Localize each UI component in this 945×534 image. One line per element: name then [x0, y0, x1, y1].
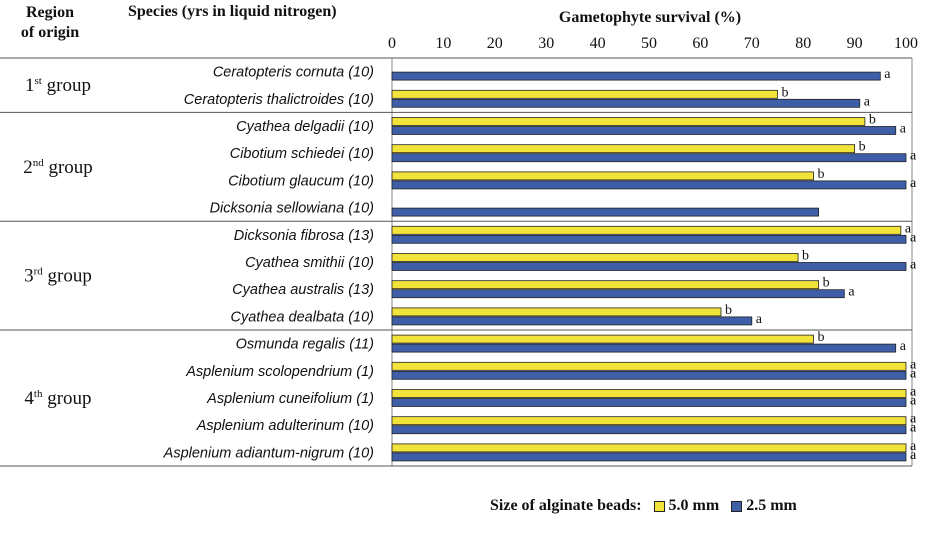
- bar: [391, 389, 907, 398]
- species-label: Cyathea delgadii (10): [236, 119, 374, 135]
- bar: [391, 416, 907, 426]
- x-tick-label: 40: [590, 35, 606, 52]
- bar: [391, 334, 814, 344]
- bar-significance-label: b: [869, 113, 876, 128]
- legend-label-5mm: 5.0 mm: [668, 497, 720, 514]
- bar: [391, 153, 907, 163]
- bar-significance-label: a: [756, 312, 763, 327]
- x-tick-label: 50: [641, 35, 657, 52]
- bar-significance-label: a: [884, 67, 891, 82]
- bar-significance-label: a: [910, 357, 917, 372]
- bar-significance-label: b: [817, 167, 824, 182]
- species-label: Ceratopteris thalictroides (10): [184, 92, 374, 108]
- bar: [391, 289, 845, 299]
- bar-significance-label: a: [910, 176, 917, 191]
- legend-title: Size of alginate beads:: [490, 497, 642, 514]
- bar-significance-label: a: [910, 412, 917, 427]
- bar-significance-label: a: [910, 448, 917, 463]
- bar: [391, 398, 907, 407]
- bar-significance-label: b: [782, 85, 789, 100]
- species-label: Asplenium adiantum-nigrum (10): [163, 445, 374, 461]
- bar-significance-label: a: [905, 221, 912, 236]
- x-tick-label: 30: [538, 35, 554, 52]
- bar: [391, 207, 820, 217]
- x-tick-label: 90: [847, 35, 863, 52]
- bar: [391, 343, 897, 353]
- species-label: Cibotium schiedei (10): [230, 146, 374, 162]
- legend-swatch-5mm: [653, 500, 665, 512]
- legend-swatch-2-5mm: [731, 500, 743, 512]
- bar-significance-label: b: [802, 249, 809, 264]
- x-tick-label: 80: [795, 35, 811, 52]
- bar: [391, 171, 814, 181]
- x-tick-label: 100: [894, 35, 918, 52]
- group-label: 3rd group: [24, 266, 92, 287]
- bar: [391, 89, 778, 99]
- species-label: Dicksonia sellowiana (10): [210, 201, 374, 217]
- bar: [391, 452, 907, 462]
- species-label: Asplenium scolopendrium (1): [185, 364, 374, 380]
- species-label: Asplenium cuneifolium (1): [206, 391, 374, 407]
- species-header: Species (yrs in liquid nitrogen): [128, 3, 337, 20]
- group-label: 4th group: [24, 388, 91, 409]
- bar: [391, 225, 902, 235]
- bar: [391, 117, 866, 126]
- bar: [391, 180, 907, 190]
- bar-significance-label: b: [725, 303, 732, 318]
- bar: [391, 98, 861, 108]
- bar: [391, 316, 753, 326]
- x-tick-label: 0: [388, 35, 396, 52]
- species-label: Osmunda regalis (11): [236, 337, 374, 353]
- chart-title: Gametophyte survival (%): [558, 9, 742, 26]
- x-tick-label: 70: [744, 35, 760, 52]
- bar-significance-label: a: [910, 366, 917, 381]
- legend-label-2-5mm: 2.5 mm: [746, 497, 797, 514]
- bar: [391, 370, 907, 380]
- group-label: 2nd group: [23, 157, 93, 178]
- bar-significance-label: a: [900, 339, 907, 354]
- species-label: Cyathea dealbata (10): [231, 309, 375, 325]
- bar: [391, 307, 722, 317]
- species-label: Asplenium adulterinum (10): [196, 418, 374, 434]
- species-label: Cyathea australis (13): [232, 282, 374, 298]
- species-label: Cibotium glaucum (10): [228, 173, 374, 189]
- bar: [391, 280, 820, 290]
- bar-significance-label: a: [900, 122, 907, 137]
- bar-significance-label: b: [823, 276, 830, 291]
- bar: [391, 71, 881, 81]
- bar-significance-label: a: [848, 285, 855, 300]
- region-header: Region of origin: [0, 3, 100, 43]
- bar-significance-label: a: [910, 439, 917, 454]
- species-label: Cyathea smithii (10): [245, 255, 374, 271]
- species-label: Ceratopteris cornuta (10): [213, 65, 374, 81]
- bar: [391, 144, 856, 154]
- bar: [391, 126, 897, 135]
- region-header-line2: of origin: [20, 24, 80, 41]
- bar-significance-label: b: [817, 330, 824, 345]
- bar-significance-label: a: [910, 385, 917, 400]
- bar-significance-label: a: [864, 94, 871, 109]
- region-header-line1: Region: [26, 4, 74, 21]
- bar-significance-label: b: [859, 140, 866, 155]
- bar: [391, 425, 907, 435]
- bar-significance-label: a: [910, 258, 917, 273]
- bar: [391, 253, 799, 262]
- bar-significance-label: a: [910, 421, 917, 436]
- bar: [391, 262, 907, 271]
- bar: [391, 234, 907, 244]
- legend: Size of alginate beads: 5.0 mm 2.5 mm: [490, 497, 797, 515]
- bar: [391, 443, 907, 453]
- bar-significance-label: a: [910, 394, 917, 409]
- bar-significance-label: a: [910, 149, 917, 164]
- bar-significance-label: a: [910, 230, 917, 245]
- group-label: 1st group: [25, 75, 91, 96]
- bar: [391, 361, 907, 371]
- species-label: Dicksonia fibrosa (13): [234, 228, 374, 244]
- x-tick-label: 20: [487, 35, 503, 52]
- x-tick-label: 10: [435, 35, 451, 52]
- x-tick-label: 60: [692, 35, 708, 52]
